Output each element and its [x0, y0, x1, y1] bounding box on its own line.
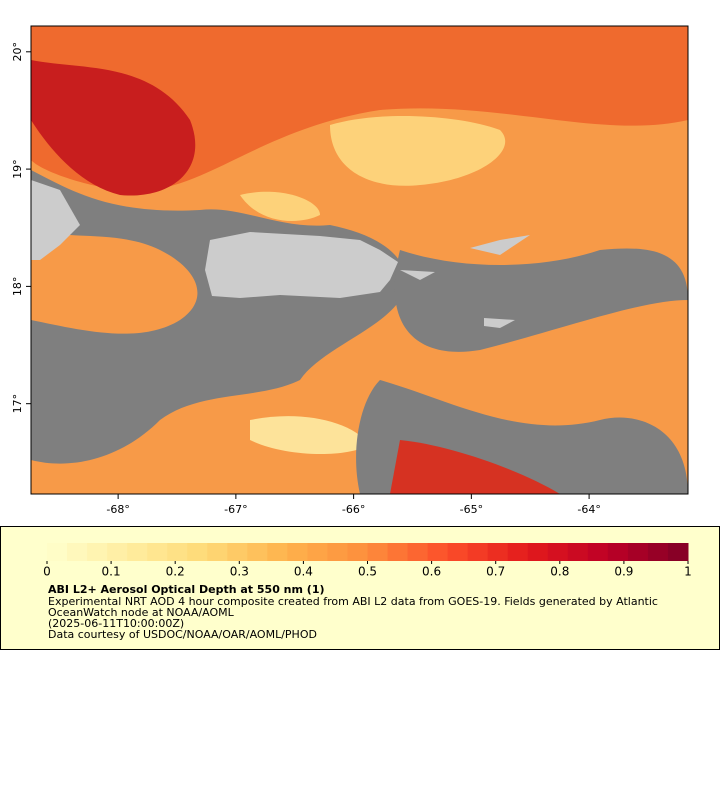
- colorbar-step: [287, 543, 308, 561]
- colorbar-step: [127, 543, 148, 561]
- colorbar-tick-label: 0.4: [294, 565, 313, 579]
- colorbar-step: [167, 543, 188, 561]
- colorbar-step: [47, 543, 68, 561]
- colorbar-step: [627, 543, 649, 561]
- colorbar-step: [427, 543, 449, 561]
- land: [470, 235, 530, 255]
- colorbar-step: [67, 543, 88, 561]
- land: [400, 270, 435, 280]
- x-tick-label: -64°: [577, 503, 600, 516]
- legend-note: OceanWatch node at NOAA/AOML: [48, 606, 235, 619]
- land: [31, 180, 80, 260]
- x-tick-label: -68°: [106, 503, 129, 516]
- high-aod-core: [31, 60, 196, 196]
- sea-field: [31, 230, 198, 334]
- legend-note: (2025-06-11T10:00:00Z): [48, 617, 184, 630]
- y-tick-label: 18°: [11, 277, 24, 297]
- colorbar-tick-label: 0.1: [102, 565, 121, 579]
- x-tick-label: -67°: [224, 503, 247, 516]
- colorbar-tick-label: 0.8: [550, 565, 569, 579]
- colorbar-step: [387, 543, 409, 561]
- colorbar-step: [527, 543, 549, 561]
- low-aod: [250, 416, 370, 455]
- high-aod: [390, 440, 560, 494]
- colorbar-step: [307, 543, 328, 561]
- map-frame: [30, 25, 689, 495]
- colorbar-step: [607, 543, 629, 561]
- colorbar-step: [547, 543, 569, 561]
- colorbar-step: [227, 543, 248, 561]
- colorbar-tick-label: 0.6: [422, 565, 441, 579]
- legend-note: Experimental NRT AOD 4 hour composite cr…: [48, 595, 658, 608]
- colorbar-step: [467, 543, 489, 561]
- colorbar-step: [367, 543, 389, 561]
- colorbar-step: [107, 543, 128, 561]
- colorbar-step: [207, 543, 228, 561]
- colorbar-tick-label: 0.9: [614, 565, 633, 579]
- colorbar-step: [667, 543, 689, 561]
- legend-title: ABI L2+ Aerosol Optical Depth at 550 nm …: [48, 583, 325, 596]
- land: [205, 232, 398, 298]
- low-aod: [330, 115, 506, 186]
- y-tick-label: 19°: [11, 159, 24, 179]
- legend-note: Data courtesy of USDOC/NOAA/OAR/AOML/PHO…: [48, 628, 317, 641]
- colorbar-tick-label: 0.5: [358, 565, 377, 579]
- land: [484, 318, 515, 328]
- colorbar-tick-label: 0.3: [230, 565, 249, 579]
- colorbar-step: [347, 543, 368, 561]
- colorbar-step: [267, 543, 288, 561]
- colorbar-step: [647, 543, 669, 561]
- colorbar-tick-label: 1: [684, 565, 692, 579]
- y-tick-label: 20°: [11, 42, 24, 62]
- colorbar-step: [567, 543, 589, 561]
- high-aod: [31, 26, 688, 191]
- low-aod: [240, 191, 320, 221]
- no-data: [394, 248, 688, 352]
- colorbar-step: [327, 543, 348, 561]
- colorbar-tick-label: 0: [43, 565, 51, 579]
- colorbar-tick-label: 0.7: [486, 565, 505, 579]
- colorbar-step: [587, 543, 609, 561]
- colorbar-step: [87, 543, 108, 561]
- colorbar-step: [187, 543, 208, 561]
- colorbar-step: [407, 543, 429, 561]
- colorbar-step: [247, 543, 268, 561]
- y-tick-label: 17°: [11, 394, 24, 414]
- colorbar-step: [507, 543, 529, 561]
- x-tick-label: -66°: [342, 503, 365, 516]
- colorbar-tick-label: 0.2: [166, 565, 185, 579]
- colorbar-step: [447, 543, 469, 561]
- map-raster: [31, 26, 688, 494]
- colorbar-step: [147, 543, 168, 561]
- x-tick-label: -65°: [460, 503, 483, 516]
- colorbar-step: [487, 543, 509, 561]
